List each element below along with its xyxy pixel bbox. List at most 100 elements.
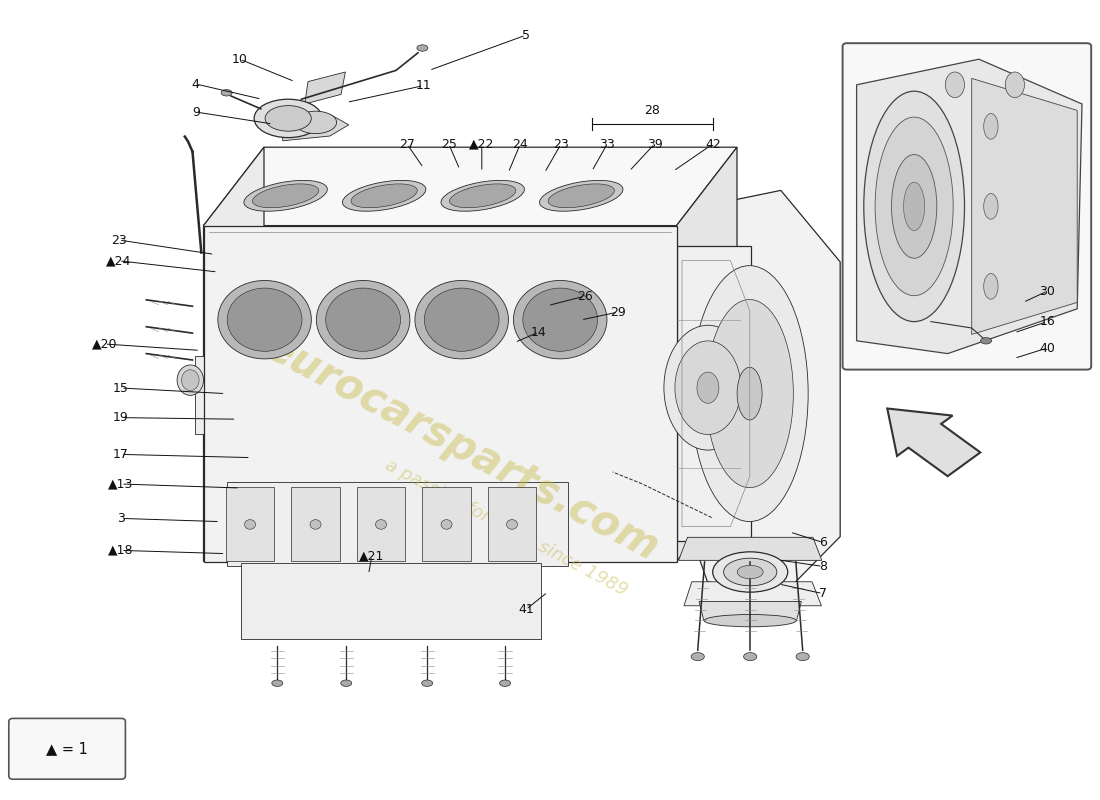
- Polygon shape: [204, 147, 264, 562]
- Polygon shape: [241, 520, 574, 563]
- Polygon shape: [227, 434, 604, 482]
- Ellipse shape: [272, 680, 283, 686]
- Ellipse shape: [713, 552, 788, 592]
- Ellipse shape: [945, 72, 965, 98]
- Text: 40: 40: [1040, 342, 1055, 354]
- Ellipse shape: [441, 520, 452, 530]
- Text: 30: 30: [1040, 285, 1055, 298]
- Polygon shape: [356, 487, 405, 562]
- Ellipse shape: [177, 365, 204, 395]
- Text: 26: 26: [578, 290, 593, 302]
- Polygon shape: [204, 226, 676, 562]
- Polygon shape: [422, 487, 471, 562]
- Text: 39: 39: [647, 138, 662, 150]
- Ellipse shape: [375, 520, 386, 530]
- Text: 41: 41: [518, 603, 534, 616]
- Text: 3: 3: [117, 512, 125, 525]
- Polygon shape: [292, 487, 340, 562]
- Ellipse shape: [983, 194, 998, 219]
- Ellipse shape: [691, 653, 704, 661]
- Ellipse shape: [691, 266, 808, 522]
- Text: 27: 27: [399, 138, 415, 150]
- Polygon shape: [283, 114, 349, 141]
- Text: 19: 19: [113, 411, 129, 424]
- Ellipse shape: [983, 274, 998, 299]
- Text: 5: 5: [521, 29, 530, 42]
- Ellipse shape: [253, 184, 319, 208]
- Ellipse shape: [737, 566, 763, 578]
- Ellipse shape: [983, 114, 998, 139]
- Ellipse shape: [441, 180, 525, 211]
- Text: 23: 23: [111, 234, 126, 246]
- Ellipse shape: [326, 288, 400, 351]
- Ellipse shape: [522, 288, 597, 351]
- Ellipse shape: [499, 680, 510, 686]
- Text: 10: 10: [232, 53, 248, 66]
- Text: 4: 4: [191, 78, 200, 90]
- Text: 15: 15: [113, 382, 129, 394]
- Ellipse shape: [980, 338, 991, 344]
- Text: ▲20: ▲20: [91, 338, 118, 350]
- Ellipse shape: [221, 90, 232, 96]
- Ellipse shape: [425, 288, 499, 351]
- Text: 14: 14: [531, 326, 547, 338]
- Text: ▲13: ▲13: [108, 478, 134, 490]
- Ellipse shape: [744, 653, 757, 661]
- Text: a passion for parts since 1989: a passion for parts since 1989: [382, 456, 630, 600]
- Polygon shape: [684, 190, 840, 597]
- Ellipse shape: [450, 184, 516, 208]
- Polygon shape: [888, 409, 980, 476]
- Ellipse shape: [548, 184, 615, 208]
- Ellipse shape: [724, 558, 777, 586]
- Ellipse shape: [1005, 72, 1024, 98]
- Ellipse shape: [876, 117, 954, 296]
- Text: 42: 42: [705, 138, 720, 150]
- Polygon shape: [227, 482, 568, 566]
- FancyBboxPatch shape: [843, 43, 1091, 370]
- Polygon shape: [676, 147, 737, 562]
- Text: ▲22: ▲22: [469, 138, 495, 150]
- Text: 6: 6: [818, 536, 827, 549]
- Ellipse shape: [254, 99, 322, 138]
- Ellipse shape: [796, 653, 810, 661]
- Text: ▲18: ▲18: [108, 544, 134, 557]
- Polygon shape: [684, 582, 822, 606]
- Ellipse shape: [421, 680, 432, 686]
- Ellipse shape: [539, 180, 623, 211]
- Ellipse shape: [415, 281, 508, 359]
- Polygon shape: [700, 602, 801, 621]
- Ellipse shape: [417, 45, 428, 51]
- Ellipse shape: [864, 91, 965, 322]
- Text: 9: 9: [191, 106, 200, 118]
- Ellipse shape: [342, 180, 426, 211]
- Text: 23: 23: [553, 138, 569, 150]
- Ellipse shape: [295, 111, 337, 134]
- Text: ▲21: ▲21: [359, 550, 385, 562]
- Text: 17: 17: [113, 448, 129, 461]
- Ellipse shape: [675, 341, 741, 434]
- Text: 28: 28: [645, 104, 660, 117]
- Ellipse shape: [706, 299, 793, 488]
- Ellipse shape: [244, 520, 255, 530]
- Text: ▲ = 1: ▲ = 1: [46, 742, 88, 756]
- Ellipse shape: [317, 281, 410, 359]
- Text: 8: 8: [818, 560, 827, 573]
- Text: 7: 7: [818, 587, 827, 600]
- Text: 16: 16: [1040, 315, 1055, 328]
- Text: 29: 29: [610, 306, 626, 318]
- Ellipse shape: [737, 367, 762, 420]
- Polygon shape: [487, 487, 536, 562]
- Ellipse shape: [903, 182, 925, 230]
- Polygon shape: [195, 355, 244, 434]
- Ellipse shape: [704, 614, 796, 626]
- Ellipse shape: [265, 106, 311, 131]
- Ellipse shape: [351, 184, 417, 208]
- Polygon shape: [679, 538, 822, 560]
- Polygon shape: [241, 563, 541, 639]
- Polygon shape: [305, 72, 345, 104]
- Polygon shape: [971, 78, 1077, 334]
- Text: 24: 24: [513, 138, 528, 150]
- Ellipse shape: [218, 281, 311, 359]
- Polygon shape: [857, 59, 1082, 354]
- Ellipse shape: [506, 520, 517, 530]
